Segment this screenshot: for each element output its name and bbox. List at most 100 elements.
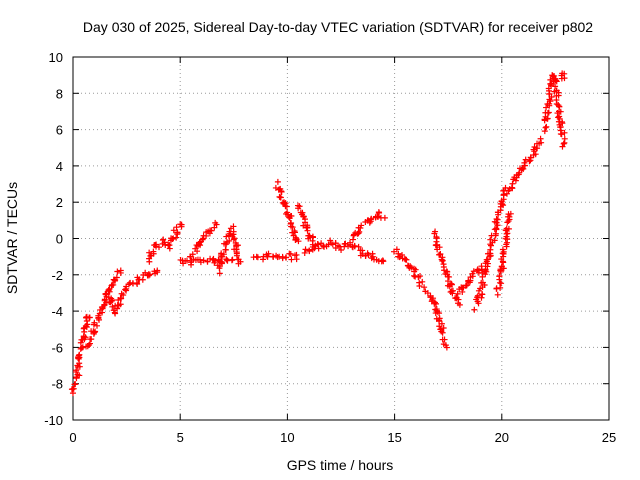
data-point (434, 246, 441, 253)
data-point (106, 285, 113, 292)
data-point (338, 247, 345, 254)
data-point (561, 129, 568, 136)
data-point (314, 241, 321, 248)
data-point (441, 336, 448, 343)
y-tick-label: -4 (51, 304, 63, 319)
data-point (299, 209, 306, 216)
data-point (103, 293, 110, 300)
data-point (125, 281, 132, 288)
data-point (542, 124, 549, 131)
data-point (365, 251, 372, 258)
data-point (304, 227, 311, 234)
data-point (120, 292, 127, 299)
data-point (403, 256, 410, 263)
data-point (537, 135, 544, 142)
data-point (321, 243, 328, 250)
data-point (351, 231, 358, 238)
data-point (543, 123, 550, 130)
y-tick-label: 0 (56, 232, 63, 247)
data-point (396, 254, 403, 261)
data-point (411, 272, 418, 279)
data-point (555, 92, 562, 99)
data-point (557, 130, 564, 137)
data-point (502, 184, 509, 191)
data-point (441, 267, 448, 274)
data-point (504, 230, 511, 237)
x-tick-label: 0 (69, 430, 76, 445)
data-point (358, 222, 365, 229)
x-tick-label: 20 (495, 430, 509, 445)
data-point (554, 110, 561, 117)
data-point (470, 268, 477, 275)
data-point (295, 238, 302, 245)
data-point (430, 295, 437, 302)
data-point (327, 237, 334, 244)
data-point (117, 267, 124, 274)
data-point (274, 178, 281, 185)
data-point (113, 274, 120, 281)
data-point (117, 295, 124, 302)
data-point (548, 82, 555, 89)
data-point (91, 319, 98, 326)
data-point (228, 257, 235, 264)
data-point (355, 243, 362, 250)
data-point (203, 232, 210, 239)
data-point (174, 229, 181, 236)
data-point (108, 297, 115, 304)
data-point (194, 248, 201, 255)
data-point (440, 261, 447, 268)
data-point (551, 88, 558, 95)
data-point (231, 235, 238, 242)
data-point (212, 219, 219, 226)
data-point (356, 228, 363, 235)
data-point (520, 165, 527, 172)
data-point (349, 236, 356, 243)
data-point (481, 268, 488, 275)
data-point (440, 324, 447, 331)
data-point (217, 258, 224, 265)
data-point (512, 177, 519, 184)
data-point (109, 281, 116, 288)
data-point (200, 257, 207, 264)
data-point (436, 323, 443, 330)
data-point (165, 242, 172, 249)
data-point (433, 241, 440, 248)
x-tick-label: 25 (602, 430, 616, 445)
data-point (521, 162, 528, 169)
data-point (438, 256, 445, 263)
data-point (114, 268, 121, 275)
data-point (306, 232, 313, 239)
data-point (379, 257, 386, 264)
data-point (448, 281, 455, 288)
data-point (474, 292, 481, 299)
y-tick-label: -6 (51, 340, 63, 355)
data-point (545, 109, 552, 116)
data-point (498, 280, 505, 287)
data-point (381, 214, 388, 221)
data-point (500, 202, 507, 209)
data-point (407, 263, 414, 270)
data-point (146, 271, 153, 278)
y-tick-label: 10 (49, 50, 63, 65)
data-point (86, 314, 93, 321)
data-point (359, 247, 366, 254)
data-point (170, 227, 177, 234)
data-point (439, 329, 446, 336)
data-point (557, 108, 564, 115)
data-point (417, 273, 424, 280)
data-point (286, 215, 293, 222)
data-point (222, 246, 229, 253)
data-point (78, 336, 85, 343)
data-point (173, 234, 180, 241)
data-point (101, 297, 108, 304)
data-point (499, 246, 506, 253)
data-point (487, 246, 494, 253)
data-point (112, 310, 119, 317)
data-point (534, 140, 541, 147)
data-point (491, 237, 498, 244)
x-axis-label: GPS time / hours (287, 457, 394, 473)
data-point (503, 241, 510, 248)
data-point (305, 235, 312, 242)
data-point (208, 227, 215, 234)
data-point (431, 299, 438, 306)
